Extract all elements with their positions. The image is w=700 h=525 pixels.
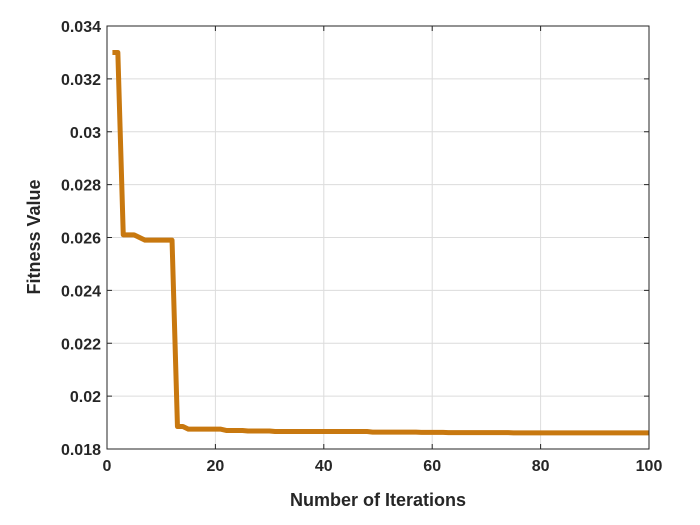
y-tick-label: 0.026	[61, 231, 101, 248]
x-tick-label: 40	[315, 458, 333, 475]
x-tick-label: 80	[532, 458, 550, 475]
y-tick-label: 0.028	[61, 178, 101, 195]
y-axis-label: Fitness Value	[24, 179, 44, 294]
series-layer	[112, 49, 649, 436]
y-tick-label: 0.02	[70, 389, 101, 406]
y-tick-label: 0.018	[61, 442, 101, 459]
x-tick-label: 60	[423, 458, 441, 475]
y-tick-label: 0.034	[61, 19, 101, 36]
y-tick-label: 0.022	[61, 336, 101, 353]
axis-ticks: 0 20 40 60 80 100 0.018 0.02 0.022 0.024 0.026 0.02…	[61, 19, 662, 475]
y-tick-label: 0.03	[70, 125, 101, 142]
x-tick-label: 20	[207, 458, 225, 475]
x-axis-label: Number of Iterations	[290, 490, 466, 510]
x-tick-label: 100	[636, 458, 663, 475]
y-tick-label: 0.032	[61, 72, 101, 89]
grid-lines	[107, 26, 649, 449]
x-tick-label: 0	[103, 458, 112, 475]
fitness-series-line	[112, 49, 649, 436]
y-tick-label: 0.024	[61, 283, 101, 300]
